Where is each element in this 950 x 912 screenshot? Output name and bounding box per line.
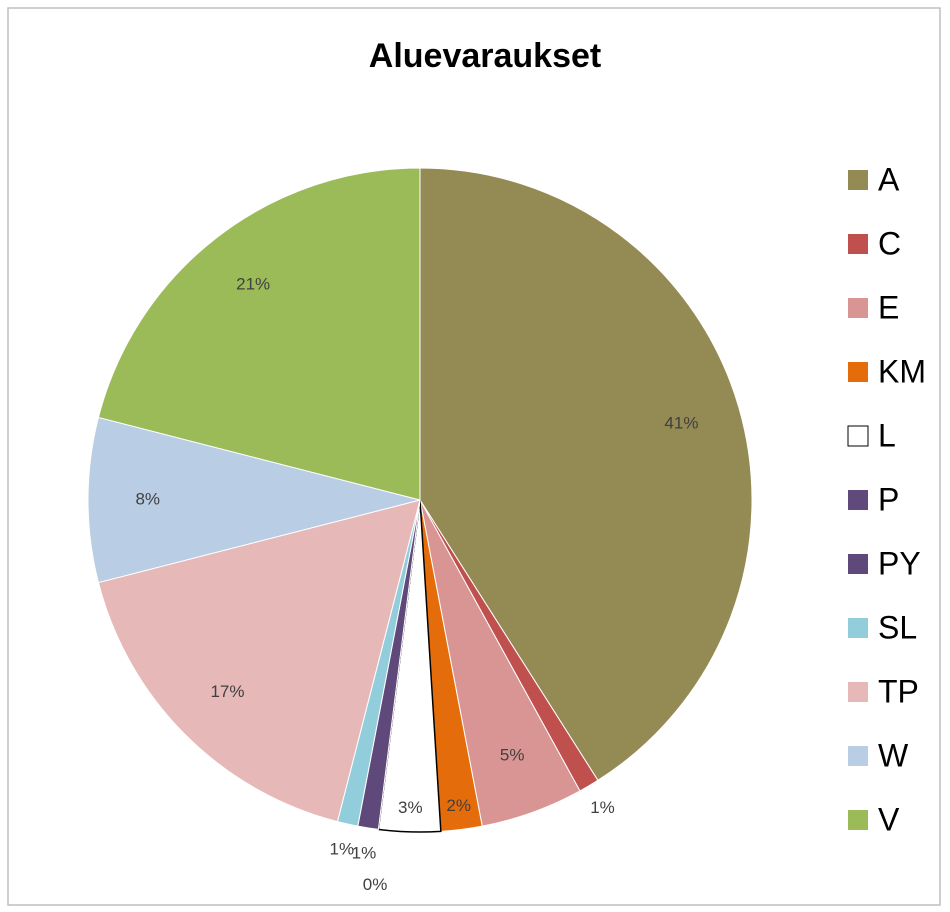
legend-swatch [848, 234, 868, 254]
data-label: 1% [352, 844, 377, 863]
data-label: 2% [446, 796, 471, 815]
legend-label: KM [878, 353, 926, 389]
legend-label: L [878, 417, 896, 453]
data-label: 0% [363, 875, 388, 894]
legend-swatch [848, 170, 868, 190]
legend-swatch [848, 554, 868, 574]
legend-swatch [848, 682, 868, 702]
legend-label: V [878, 801, 900, 837]
legend-swatch [848, 746, 868, 766]
pie-slice [97, 499, 421, 823]
legend-label: W [878, 737, 909, 773]
legend-label: PY [878, 545, 921, 581]
legend-swatch [847, 425, 869, 447]
legend-label: C [878, 225, 901, 261]
pie-slice [87, 416, 421, 584]
pie-slice [419, 167, 753, 782]
legend-label: A [878, 161, 900, 197]
data-label: 17% [210, 682, 244, 701]
legend-label: P [878, 481, 899, 517]
legend-label: SL [878, 609, 917, 645]
legend-label: TP [878, 673, 919, 709]
pie-slice [97, 167, 421, 501]
legend-swatch [848, 490, 868, 510]
data-label: 21% [236, 274, 270, 293]
legend-label: E [878, 289, 899, 325]
data-label: 41% [664, 414, 698, 433]
legend-swatch [848, 362, 868, 382]
chart-title: Aluevaraukset [369, 37, 601, 75]
legend-swatch [848, 618, 868, 638]
legend-swatch [848, 298, 868, 318]
data-label: 5% [500, 746, 525, 765]
data-label: 1% [590, 798, 615, 817]
data-label: 8% [135, 489, 160, 508]
legend-swatch [848, 810, 868, 830]
data-label: 3% [398, 798, 423, 817]
data-label: 1% [329, 839, 354, 858]
